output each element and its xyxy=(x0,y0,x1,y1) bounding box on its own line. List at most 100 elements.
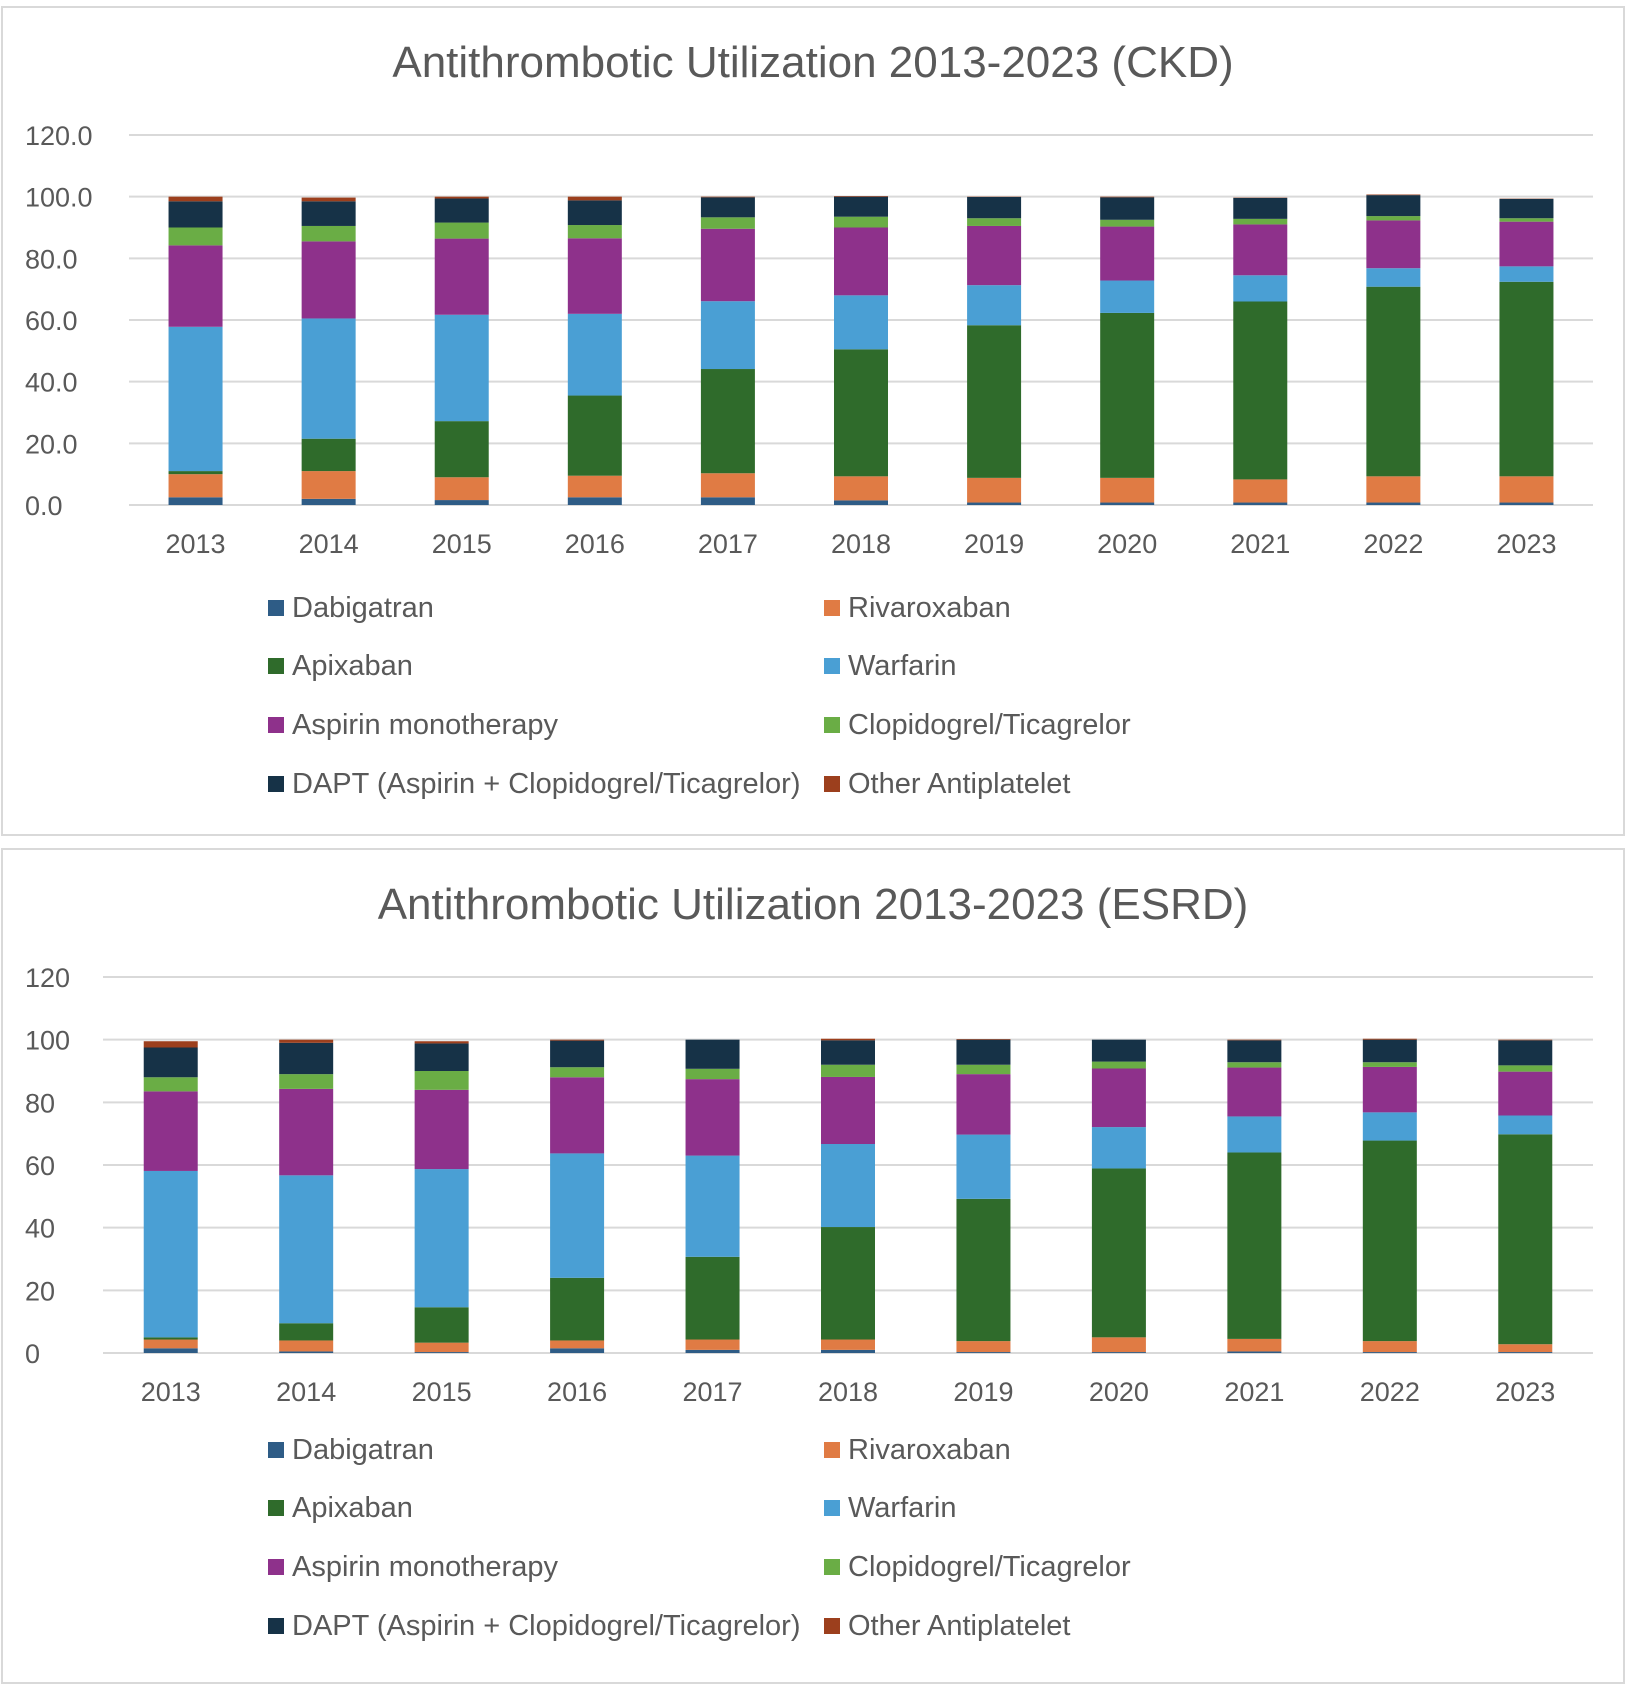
bar-dabigatran-2018 xyxy=(821,1349,875,1353)
legend-label: Apixaban xyxy=(292,1491,413,1524)
y-tick-label: 60 xyxy=(25,1151,55,1181)
x-tick-label: 2017 xyxy=(683,1377,743,1407)
y-tick-label: 20.0 xyxy=(25,429,78,459)
legend-swatch xyxy=(268,600,284,616)
bar-clopidogrel-ticagrelor-2015 xyxy=(434,222,489,239)
legend-label: Dabigatran xyxy=(292,1433,434,1466)
legend-label: Aspirin monotherapy xyxy=(292,1550,558,1583)
chart-title: Antithrombotic Utilization 2013-2023 (CK… xyxy=(392,38,1234,87)
legend-swatch xyxy=(268,776,284,792)
bar-dabigatran-2013 xyxy=(143,1348,198,1353)
bar-dabigatran-2016 xyxy=(567,497,622,505)
legend-swatch xyxy=(268,717,284,733)
legend-label: Warfarin xyxy=(848,1491,957,1524)
bar-apixaban-2020 xyxy=(1091,1168,1146,1338)
legend-item-warfarin: Warfarin xyxy=(824,1488,957,1528)
bar-dabigatran-2018 xyxy=(834,500,888,505)
bar-apixaban-2022 xyxy=(1366,286,1421,477)
bar-other-antiplatelet-2013 xyxy=(143,1041,198,1048)
x-tick-label: 2019 xyxy=(964,529,1024,559)
bar-other-antiplatelet-2019 xyxy=(956,1039,1011,1040)
bar-aspirin-monotherapy-2015 xyxy=(434,238,489,315)
bar-aspirin-monotherapy-2022 xyxy=(1366,220,1421,269)
bar-clopidogrel-ticagrelor-2021 xyxy=(1233,218,1288,225)
bar-dabigatran-2022 xyxy=(1366,502,1421,505)
bar-aspirin-monotherapy-2021 xyxy=(1227,1067,1282,1117)
bar-dabigatran-2013 xyxy=(168,497,223,505)
legend-label: DAPT (Aspirin + Clopidogrel/Ticagrelor) xyxy=(292,1609,801,1642)
bar-rivaroxaban-2021 xyxy=(1227,1338,1282,1352)
bar-apixaban-2016 xyxy=(550,1277,605,1341)
legend-item-clopidogrel: Clopidogrel/Ticagrelor xyxy=(824,1547,1131,1587)
legend-item-dabigatran: Dabigatran xyxy=(268,1430,434,1470)
bar-aspirin-monotherapy-2014 xyxy=(301,241,356,319)
legend-swatch xyxy=(824,1559,840,1575)
x-tick-label: 2018 xyxy=(818,1377,878,1407)
legend-swatch xyxy=(268,1500,284,1516)
bar-dapt-aspirin-clopidogrel-ticagrelor-2016 xyxy=(567,200,622,226)
bar-apixaban-2019 xyxy=(956,1198,1011,1342)
bar-rivaroxaban-2023 xyxy=(1498,1344,1553,1353)
bar-other-antiplatelet-2018 xyxy=(834,196,888,197)
bar-warfarin-2015 xyxy=(434,314,489,422)
bar-warfarin-2018 xyxy=(834,295,888,350)
ckd-legend: Dabigatran Rivaroxaban Apixaban Warfarin… xyxy=(268,588,1408,808)
x-tick-label: 2021 xyxy=(1230,529,1290,559)
bar-dabigatran-2023 xyxy=(1498,1352,1553,1353)
bar-apixaban-2016 xyxy=(567,395,622,476)
bar-warfarin-2016 xyxy=(550,1153,605,1278)
bar-rivaroxaban-2019 xyxy=(967,477,1022,503)
bar-dapt-aspirin-clopidogrel-ticagrelor-2014 xyxy=(279,1042,334,1075)
bar-warfarin-2023 xyxy=(1499,266,1554,282)
bar-aspirin-monotherapy-2018 xyxy=(821,1076,875,1145)
bar-clopidogrel-ticagrelor-2019 xyxy=(956,1064,1011,1075)
bar-rivaroxaban-2022 xyxy=(1366,476,1421,503)
bar-rivaroxaban-2018 xyxy=(834,476,888,501)
bar-clopidogrel-ticagrelor-2016 xyxy=(567,225,622,239)
legend-label: Apixaban xyxy=(292,649,413,682)
x-tick-label: 2023 xyxy=(1496,529,1556,559)
bar-warfarin-2019 xyxy=(956,1134,1011,1199)
y-tick-label: 100 xyxy=(25,1026,70,1056)
bar-apixaban-2013 xyxy=(168,471,223,475)
bar-aspirin-monotherapy-2022 xyxy=(1362,1066,1417,1113)
bar-clopidogrel-ticagrelor-2014 xyxy=(301,225,356,242)
legend-item-aspirin: Aspirin monotherapy xyxy=(268,1547,558,1587)
bar-apixaban-2014 xyxy=(279,1323,334,1341)
bar-apixaban-2013 xyxy=(143,1337,198,1340)
bar-dabigatran-2023 xyxy=(1499,502,1554,505)
bar-aspirin-monotherapy-2017 xyxy=(700,228,755,302)
bar-dapt-aspirin-clopidogrel-ticagrelor-2015 xyxy=(414,1043,469,1071)
bar-rivaroxaban-2014 xyxy=(279,1340,334,1352)
legend-item-warfarin: Warfarin xyxy=(824,646,957,686)
bar-dapt-aspirin-clopidogrel-ticagrelor-2015 xyxy=(434,198,489,223)
y-tick-label: 80.0 xyxy=(25,244,78,274)
bar-dabigatran-2014 xyxy=(279,1351,334,1353)
bar-rivaroxaban-2016 xyxy=(567,475,622,498)
x-tick-label: 2013 xyxy=(166,529,226,559)
bar-other-antiplatelet-2022 xyxy=(1362,1038,1417,1040)
x-tick-label: 2014 xyxy=(276,1377,336,1407)
bar-rivaroxaban-2018 xyxy=(821,1339,875,1350)
legend-item-rivaroxaban: Rivaroxaban xyxy=(824,1430,1011,1470)
bar-warfarin-2019 xyxy=(967,285,1022,326)
bar-clopidogrel-ticagrelor-2023 xyxy=(1498,1065,1553,1072)
bar-clopidogrel-ticagrelor-2020 xyxy=(1091,1061,1146,1069)
legend-swatch xyxy=(824,776,840,792)
bar-dapt-aspirin-clopidogrel-ticagrelor-2021 xyxy=(1233,197,1288,219)
bar-apixaban-2015 xyxy=(414,1307,469,1343)
bar-clopidogrel-ticagrelor-2022 xyxy=(1366,216,1421,221)
legend-label: Aspirin monotherapy xyxy=(292,708,558,741)
y-tick-label: 20 xyxy=(25,1276,55,1306)
bar-aspirin-monotherapy-2023 xyxy=(1499,221,1554,267)
bar-apixaban-2014 xyxy=(301,438,356,472)
bar-apixaban-2022 xyxy=(1362,1140,1417,1342)
bar-rivaroxaban-2022 xyxy=(1362,1341,1417,1353)
bar-other-antiplatelet-2018 xyxy=(821,1038,875,1041)
bar-dapt-aspirin-clopidogrel-ticagrelor-2020 xyxy=(1091,1039,1146,1062)
bar-warfarin-2020 xyxy=(1091,1127,1146,1169)
legend-item-dapt: DAPT (Aspirin + Clopidogrel/Ticagrelor) xyxy=(268,764,801,804)
x-tick-label: 2014 xyxy=(299,529,359,559)
bar-dapt-aspirin-clopidogrel-ticagrelor-2018 xyxy=(834,196,888,217)
bar-other-antiplatelet-2016 xyxy=(567,196,622,201)
